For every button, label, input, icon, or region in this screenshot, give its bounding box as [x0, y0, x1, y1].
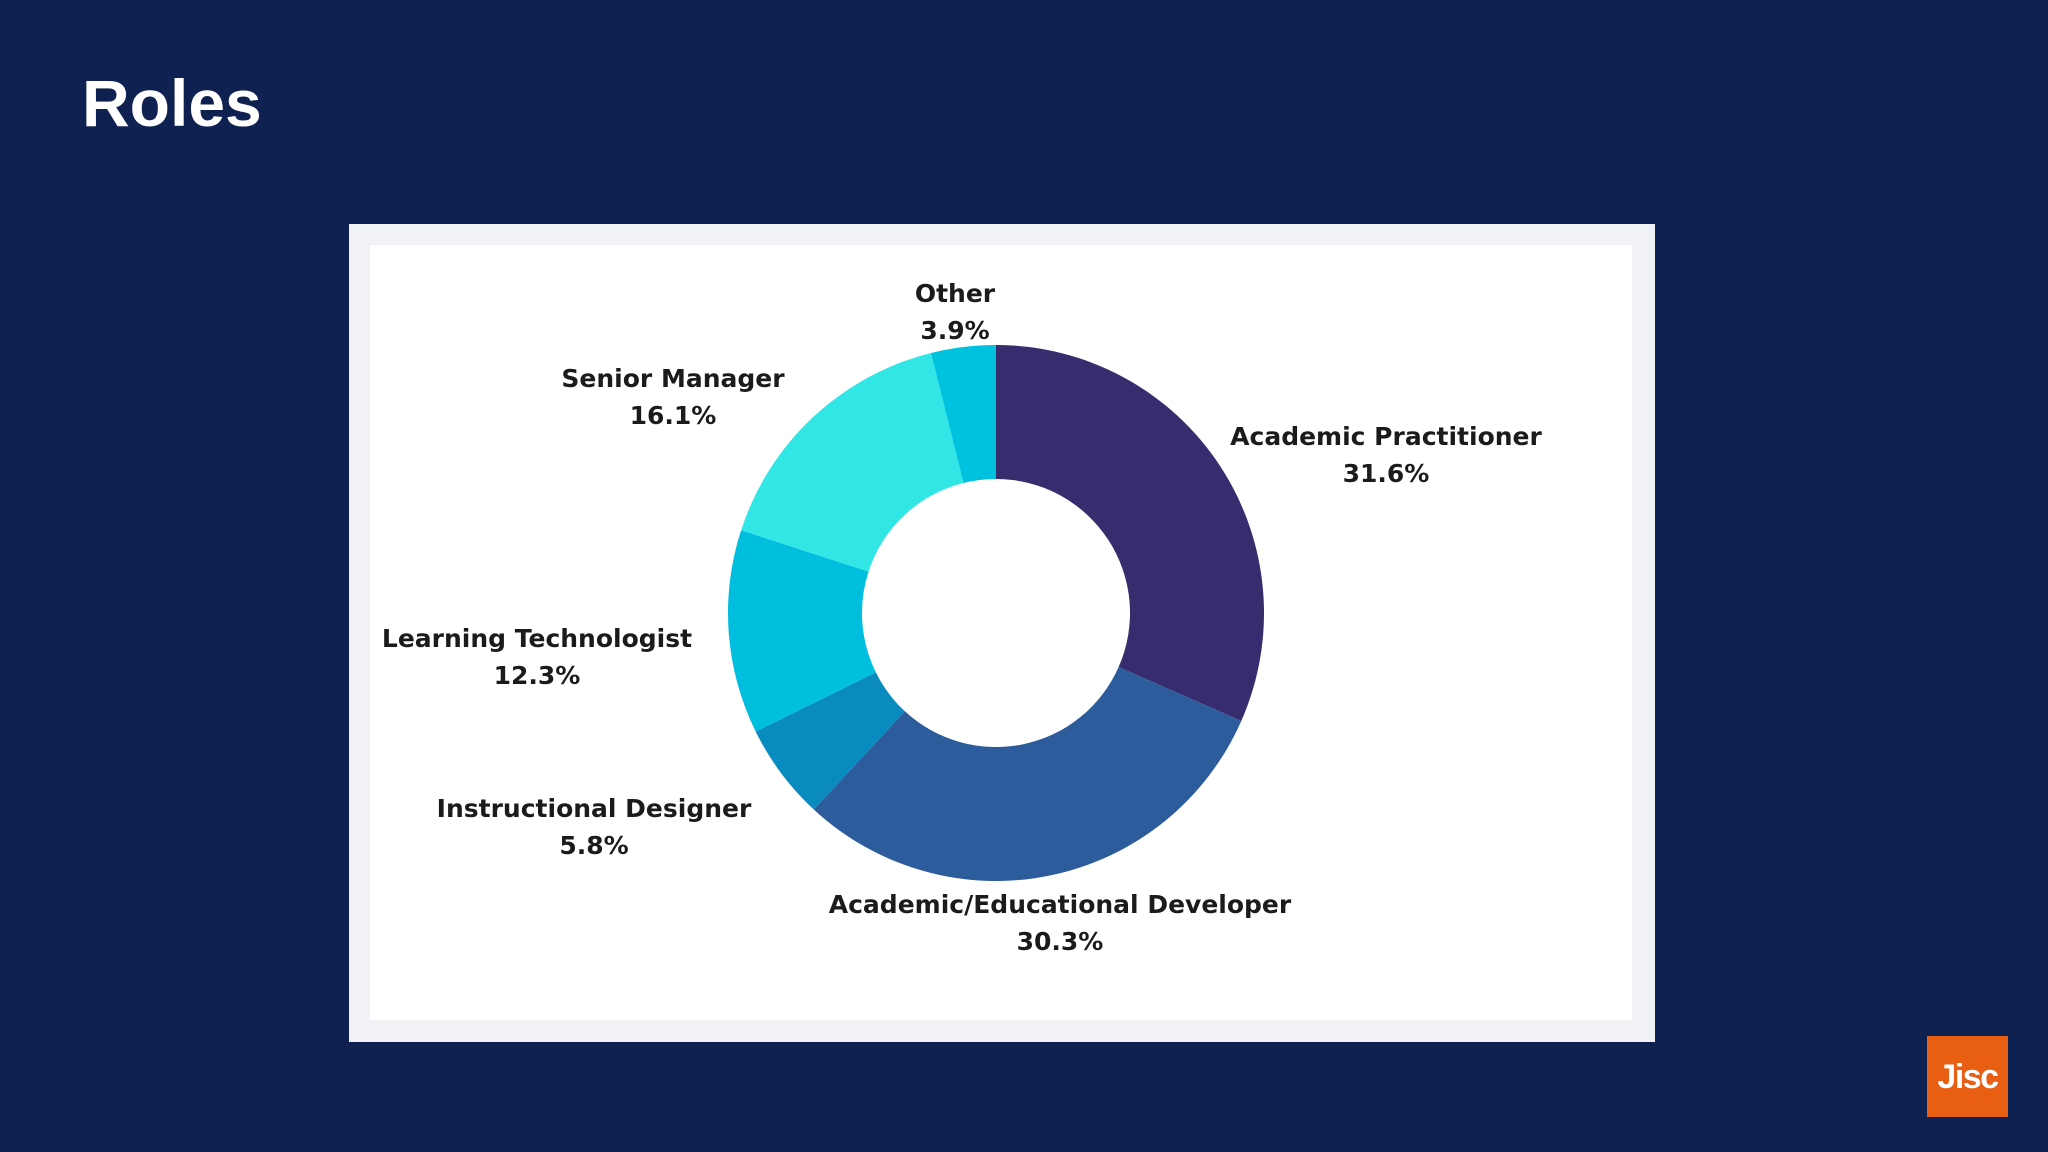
slice-senior-manager [741, 353, 964, 572]
slice-label-academic-practitioner: Academic Practitioner [1230, 422, 1542, 451]
slice-label-academic-educational-developer: Academic/Educational Developer [829, 890, 1292, 919]
slice-value-instructional-designer: 5.8% [559, 831, 628, 860]
slice-value-academic-practitioner: 31.6% [1343, 459, 1430, 488]
slice-value-other: 3.9% [920, 316, 989, 345]
slice-label-instructional-designer: Instructional Designer [437, 794, 752, 823]
chart-panel: Academic Practitioner 31.6% Academic/Educa… [370, 245, 1632, 1020]
slice-value-learning-technologist: 12.3% [494, 661, 581, 690]
slice-academic-educational-developer [813, 666, 1242, 881]
slice-academic-practitioner [996, 345, 1264, 721]
slice-label-senior-manager: Senior Manager [561, 364, 785, 393]
slice-instructional-designer [755, 672, 905, 810]
slice-value-academic-educational-developer: 30.3% [1017, 927, 1104, 956]
jisc-logo: Jisc [1927, 1036, 2008, 1117]
slice-label-other: Other [915, 279, 996, 308]
slice-value-senior-manager: 16.1% [630, 401, 717, 430]
slice-learning-technologist [728, 530, 876, 732]
donut-chart: Academic Practitioner 31.6% Academic/Educa… [382, 279, 1543, 956]
logo-text: Jisc [1937, 1058, 1999, 1096]
slide-title: Roles [82, 66, 262, 140]
chart-frame: Academic Practitioner 31.6% Academic/Educa… [349, 224, 1655, 1042]
slice-label-learning-technologist: Learning Technologist [382, 624, 692, 653]
slice-other [930, 345, 996, 484]
